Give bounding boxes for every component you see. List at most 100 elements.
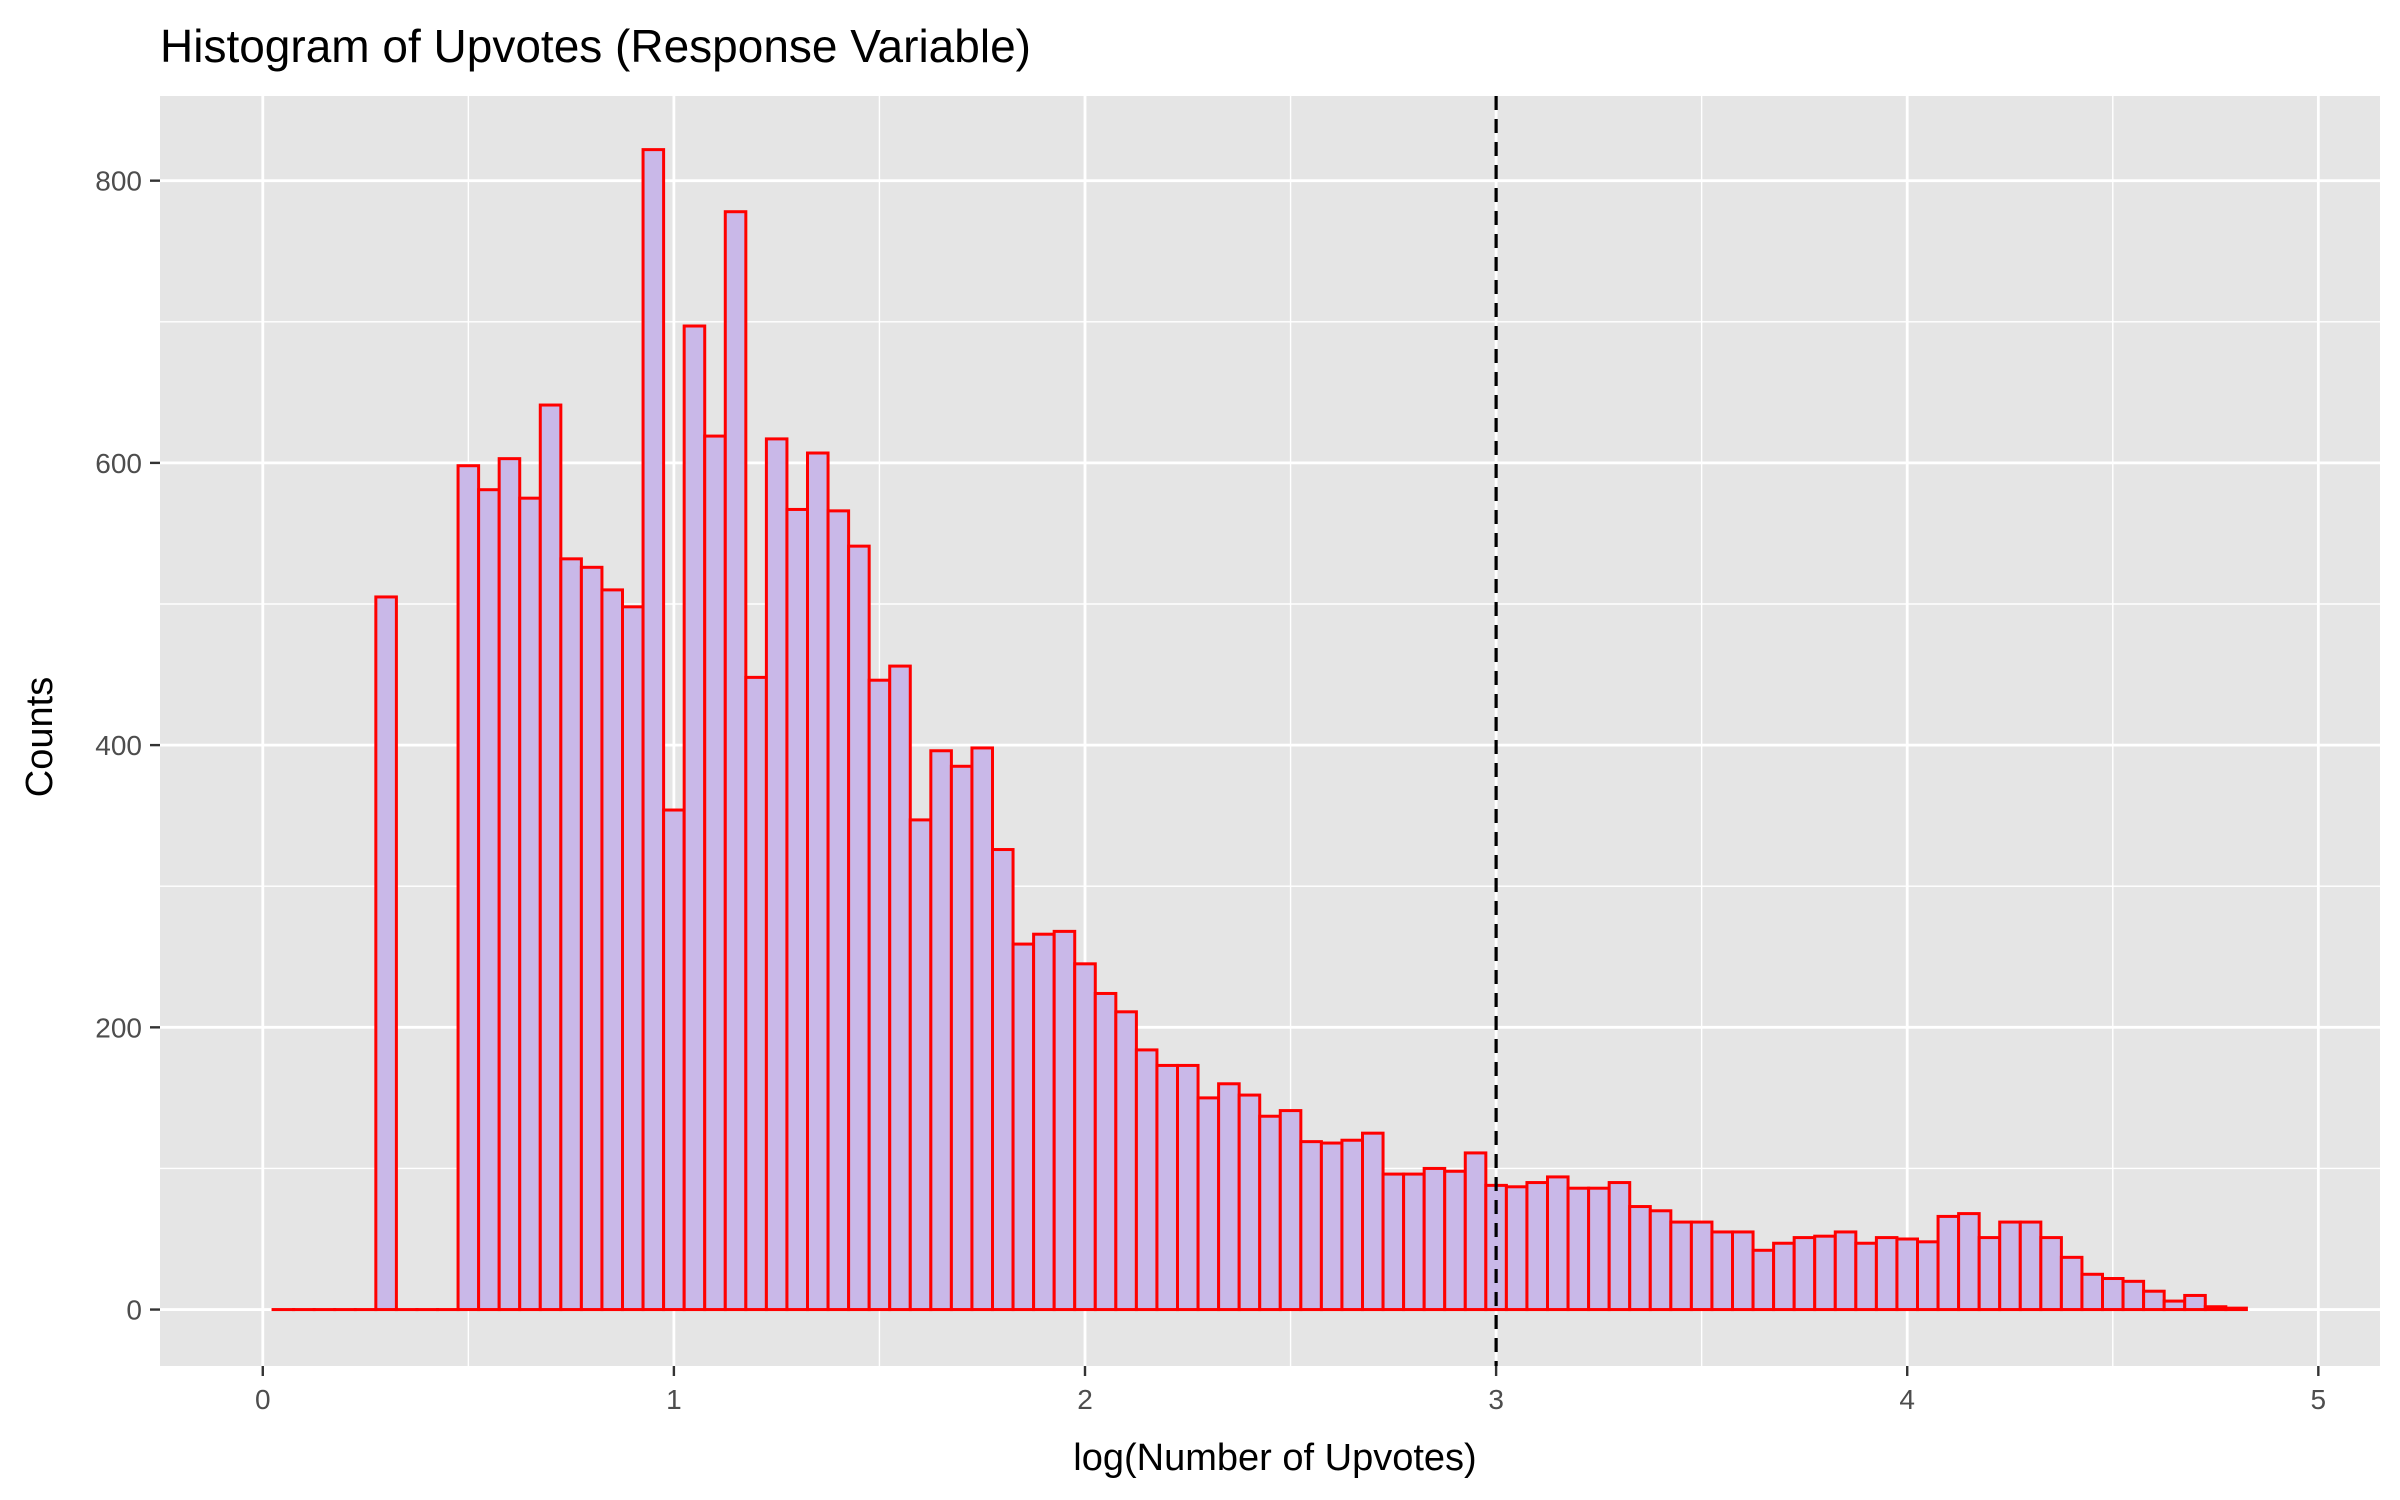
histogram-bar (929, 749, 953, 1312)
histogram-bar (1217, 1082, 1241, 1312)
histogram-bar (1196, 1096, 1221, 1312)
histogram-bar (497, 457, 522, 1312)
y-tick-label: 800 (95, 166, 142, 197)
histogram-bar (1546, 1175, 1570, 1312)
histogram-bar (1463, 1151, 1488, 1312)
histogram-bar (1833, 1230, 1858, 1312)
histogram-bar (1011, 942, 1036, 1312)
histogram-bar (1648, 1209, 1673, 1312)
histogram-bar (1854, 1241, 1878, 1312)
histogram-bar (2121, 1279, 2146, 1312)
histogram-bar (1977, 1236, 2002, 1312)
histogram-bar (1751, 1248, 1776, 1312)
histogram-bar (2162, 1299, 2187, 1312)
histogram-bar (1443, 1169, 1467, 1312)
histogram-bar (1587, 1186, 1611, 1312)
histogram-bar (1073, 962, 1097, 1312)
histogram-bar (1525, 1181, 1550, 1312)
histogram-bar (621, 605, 645, 1312)
x-tick-label: 0 (255, 1384, 271, 1415)
histogram-bar (538, 403, 563, 1312)
histogram-bar (600, 588, 625, 1312)
x-tick-label: 2 (1077, 1384, 1093, 1415)
histogram-bar (2101, 1277, 2125, 1312)
histogram-bar (1381, 1172, 1406, 1312)
histogram-bar (1319, 1141, 1344, 1312)
histogram-bar (1936, 1214, 1961, 1312)
histogram-bar (847, 544, 871, 1312)
histogram-bar (970, 746, 995, 1312)
histogram-bar (682, 324, 707, 1312)
histogram-bar (1731, 1230, 1755, 1312)
histogram-bar (764, 437, 789, 1312)
histogram-bar (1278, 1109, 1303, 1312)
histogram-bar (662, 808, 686, 1312)
histogram-bar (641, 148, 666, 1312)
x-tick-label: 4 (1899, 1384, 1915, 1415)
histogram-bar (1689, 1220, 1714, 1312)
histogram-bar (579, 565, 604, 1312)
histogram-bar (2039, 1236, 2063, 1312)
histogram-bar (949, 764, 974, 1312)
x-tick-label: 1 (666, 1384, 682, 1415)
histogram-bar (2183, 1293, 2207, 1312)
histogram-bar (1710, 1230, 1735, 1312)
histogram-bar (2142, 1289, 2166, 1312)
histogram-bar (456, 464, 481, 1312)
histogram-bar (1155, 1063, 1180, 1312)
y-axis-title: Counts (19, 677, 61, 797)
histogram-bar (1402, 1172, 1426, 1312)
histogram-bar (908, 818, 933, 1312)
histogram-bar (723, 210, 748, 1312)
histogram-bar (1237, 1093, 1262, 1312)
histogram-bar (1916, 1240, 1940, 1312)
histogram-bar (2018, 1220, 2043, 1312)
x-tick-label: 5 (2311, 1384, 2327, 1415)
histogram-bar (1607, 1181, 1632, 1312)
histogram-bar (1361, 1131, 1385, 1312)
histogram-bar (1422, 1166, 1447, 1312)
histogram-bar (991, 848, 1015, 1312)
histogram-bar (826, 509, 851, 1312)
histogram-bar (1299, 1140, 1323, 1312)
histogram-bar (867, 678, 892, 1312)
histogram-bar (1772, 1241, 1796, 1312)
histogram-bar (2080, 1272, 2104, 1312)
histogram-bar (2224, 1306, 2248, 1312)
histogram-bar (1895, 1237, 1920, 1312)
histogram-bars (271, 148, 2248, 1312)
histogram-bar (1669, 1220, 1693, 1312)
y-tick-label: 600 (95, 448, 142, 479)
y-tick-label: 200 (95, 1012, 142, 1043)
histogram-bar (1957, 1212, 1981, 1312)
histogram-bar (744, 675, 768, 1312)
histogram-bar (2059, 1255, 2084, 1312)
histogram-bar (703, 434, 727, 1312)
histogram-bar (1258, 1114, 1282, 1312)
histogram-bar (785, 507, 810, 1312)
chart-title: Histogram of Upvotes (Response Variable) (160, 20, 1031, 72)
histogram-bar (1093, 991, 1118, 1312)
y-tick-label: 400 (95, 730, 142, 761)
histogram-bar (477, 488, 501, 1312)
histogram-bar (2203, 1305, 2228, 1312)
histogram-bar (806, 451, 830, 1312)
axis-ticks: 0 1 2 3 4 5 0 200 400 600 800 (95, 166, 2326, 1415)
histogram-bar (1566, 1186, 1591, 1312)
histogram-bar (1114, 1010, 1138, 1312)
histogram-bar (374, 595, 398, 1312)
histogram-bar (1628, 1205, 1652, 1312)
histogram-bar (1504, 1185, 1529, 1312)
histogram-bar (888, 664, 912, 1312)
histogram-bar (1340, 1138, 1365, 1312)
x-tick-label: 3 (1488, 1384, 1504, 1415)
histogram-bar (1134, 1048, 1159, 1312)
histogram-bar (1032, 932, 1056, 1312)
x-axis-title: log(Number of Upvotes) (1073, 1437, 1476, 1479)
histogram-bar (559, 557, 583, 1312)
histogram-bar (1998, 1220, 2022, 1312)
y-tick-label: 0 (126, 1295, 142, 1326)
histogram-bar (1052, 929, 1077, 1312)
histogram-bar (518, 496, 542, 1312)
